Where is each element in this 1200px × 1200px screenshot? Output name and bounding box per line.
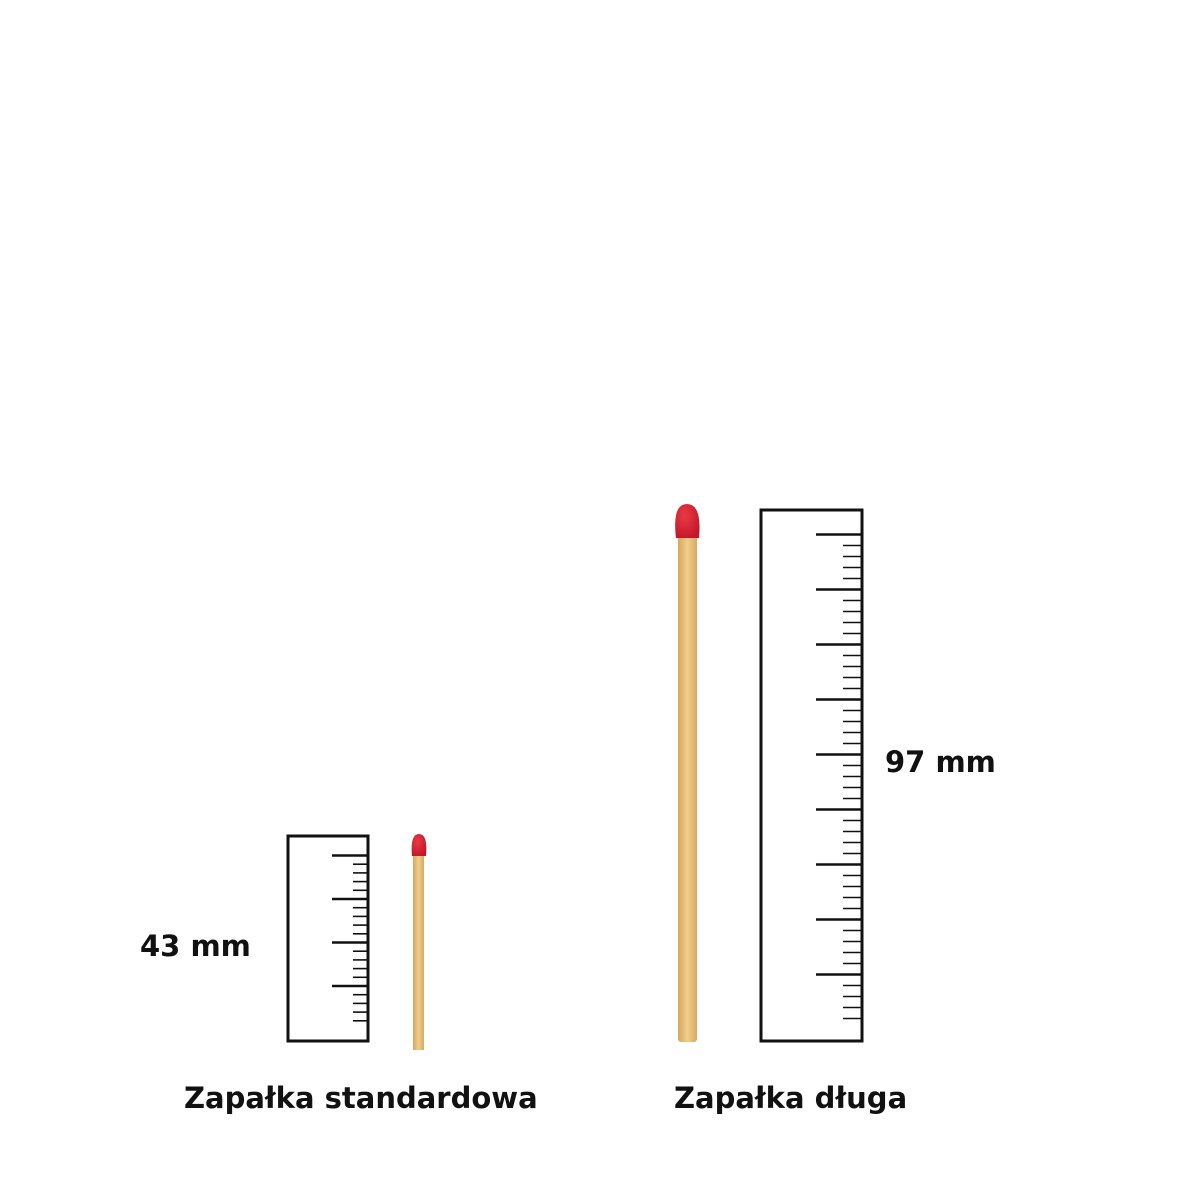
caption-standard: Zapałka standardowa bbox=[184, 1081, 538, 1115]
length-label-long: 97 mm bbox=[885, 745, 996, 779]
length-label-standard: 43 mm bbox=[140, 929, 251, 963]
match-long bbox=[675, 504, 700, 1042]
match-standard bbox=[411, 834, 427, 1050]
ruler-large bbox=[759, 508, 864, 1043]
ruler-small bbox=[286, 834, 370, 1043]
caption-long: Zapałka długa bbox=[674, 1081, 908, 1115]
